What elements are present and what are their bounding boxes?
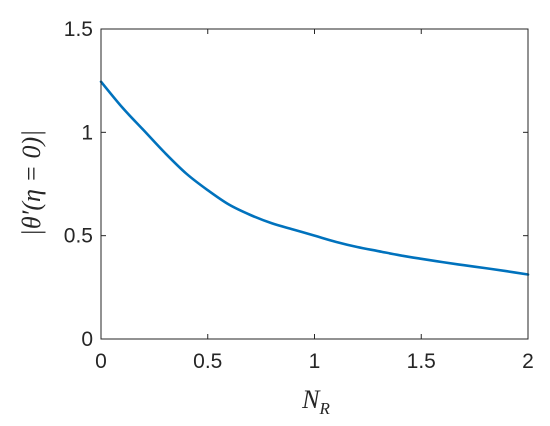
y-tick-label: 0.5 (64, 225, 93, 248)
y-tick-label: 1.5 (64, 18, 93, 41)
y-tick-label: 0 (81, 328, 93, 351)
x-tick-label: 0.5 (193, 350, 222, 373)
y-tick-label: 1 (81, 121, 93, 144)
x-tick-label: 2 (522, 350, 534, 373)
x-axis-title-subscript: R (318, 399, 330, 418)
plot-area (99, 80, 530, 276)
series-line (99, 80, 530, 276)
y-axis-title: |θ′(η = 0)| (17, 130, 46, 237)
x-tick-label: 1.5 (407, 350, 436, 373)
x-tick-label: 0 (95, 350, 107, 373)
x-axis-title-main: N (301, 385, 321, 414)
x-tick-label: 1 (309, 350, 321, 373)
axes: 0 0.5 1 1.5 2 0 0.5 1 1.5 (64, 18, 534, 373)
axes-box (100, 28, 529, 340)
x-axis-title: NR (301, 385, 330, 418)
